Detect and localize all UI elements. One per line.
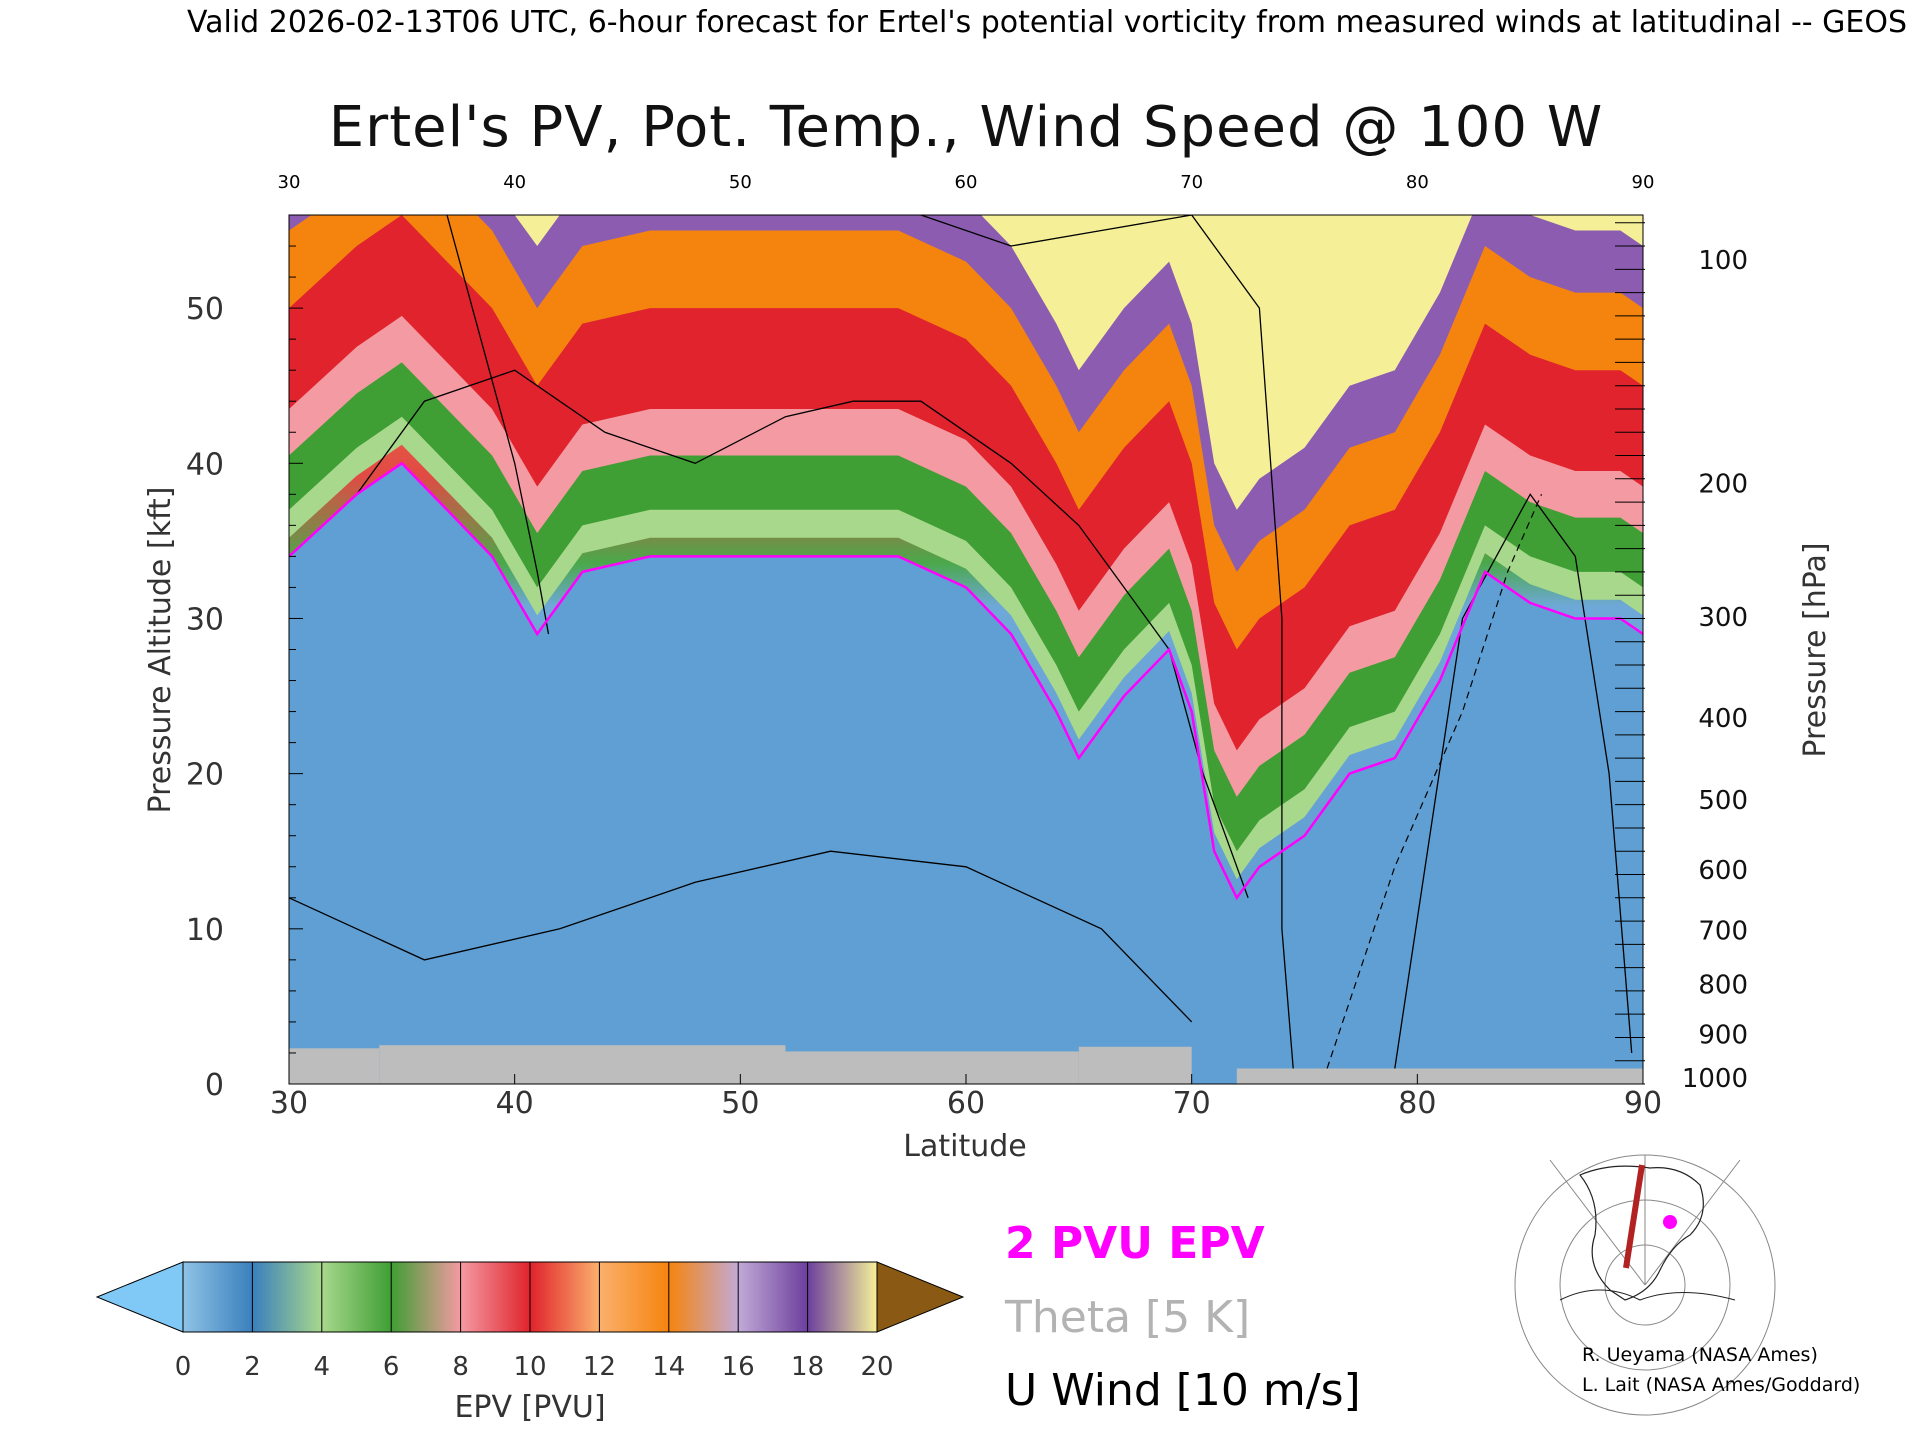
pressure-tick-label: 300: [1698, 603, 1748, 633]
right-axis-ticks: 100 200 300 400 500 600 700 800 900 1000: [1615, 222, 1748, 1094]
band-yellow: [514, 215, 1643, 510]
colorbar-tick-label: 16: [722, 1352, 755, 1382]
valid-time-header: Valid 2026-02-13T06 UTC, 6-hour forecast…: [187, 5, 1907, 40]
top-x-tick-label: 40: [503, 172, 526, 193]
pressure-tick-label: 500: [1698, 786, 1748, 816]
y-tick-label: 40: [186, 447, 224, 482]
credit-line-1: R. Ueyama (NASA Ames): [1582, 1344, 1818, 1366]
colorbar-tick-label: 8: [452, 1352, 469, 1382]
locator-map: [1514, 1154, 1776, 1416]
colorbar-under-triangle: [95, 1261, 184, 1333]
map-coastline: [1579, 1165, 1704, 1301]
u-wind-contour-line: [446, 215, 550, 635]
top-x-tick-label: 80: [1406, 172, 1429, 193]
x-tick-label: 50: [721, 1086, 759, 1121]
map-coastline: [1559, 1289, 1736, 1301]
colorbar-tick-label: 4: [314, 1352, 331, 1382]
y-tick-label: 0: [205, 1068, 224, 1103]
top-x-tick-label: 30: [278, 172, 301, 193]
pressure-tick-label: 1000: [1682, 1064, 1748, 1094]
u-wind-contour-line: [1326, 494, 1543, 1069]
map-location-marker: [1663, 1215, 1677, 1229]
legend-pv2: 2 PVU EPV: [1005, 1218, 1265, 1269]
pressure-tick-label: 800: [1698, 971, 1748, 1001]
x-tick-label: 90: [1624, 1086, 1662, 1121]
y-axis-label: Pressure Altitude [kft]: [143, 487, 178, 814]
band-troposphere-blue: [289, 463, 1643, 1084]
x-tick-label: 40: [496, 1086, 534, 1121]
colorbar-tick-label: 2: [244, 1352, 261, 1382]
u-wind-contours: [289, 215, 1633, 1069]
pressure-axis-label: Pressure [hPa]: [1798, 542, 1833, 757]
pressure-tick-label: 400: [1698, 704, 1748, 734]
colorbar-tick-label: 10: [513, 1352, 546, 1382]
y-tick-label: 20: [186, 758, 224, 793]
pressure-tick-label: 900: [1698, 1020, 1748, 1050]
pressure-tick-label: 600: [1698, 856, 1748, 886]
legend-u-wind: U Wind [10 m/s]: [1005, 1365, 1361, 1416]
y-tick-label: 10: [186, 913, 224, 948]
u-wind-contour-line: [920, 215, 1294, 1069]
colorbar-label: EPV [PVU]: [454, 1390, 605, 1425]
y-tick-label: 50: [186, 292, 224, 327]
chart-title: Ertel's PV, Pot. Temp., Wind Speed @ 100…: [329, 95, 1603, 160]
credit-line-2: L. Lait (NASA Ames/Goddard): [1582, 1374, 1860, 1396]
pv2-boundary-line: [289, 461, 1643, 901]
left-axis-ticks: 0 10 20 30 40 50: [186, 214, 303, 1103]
x-axis-label: Latitude: [903, 1129, 1026, 1164]
map-meridian: [1644, 1159, 1741, 1286]
terrain-block: [379, 1045, 786, 1084]
x-tick-label: 80: [1398, 1086, 1436, 1121]
colorbar-tick-label: 20: [860, 1352, 893, 1382]
top-x-tick-label: 60: [955, 172, 978, 193]
y-tick-label: 30: [186, 602, 224, 637]
colorbar-tick-label: 12: [583, 1352, 616, 1382]
u-wind-contour-line: [289, 850, 1193, 1023]
colorbar-tick-label: 6: [383, 1352, 400, 1382]
colorbar-tick-label: 18: [791, 1352, 824, 1382]
top-x-tick-label: 70: [1180, 172, 1203, 193]
terrain-mask: [289, 1045, 1643, 1084]
terrain-block: [289, 1048, 380, 1084]
x-tick-label: 60: [947, 1086, 985, 1121]
epv-colorbar: 0 2 4 6 8 10 12 14 16 18 20: [95, 1261, 965, 1382]
terrain-block: [1078, 1046, 1192, 1084]
epv-color-bands: [289, 215, 1643, 1084]
map-transect-line: [1623, 1164, 1645, 1269]
terrain-block: [785, 1051, 1079, 1084]
legend-theta: Theta [5 K]: [1004, 1292, 1250, 1343]
pressure-tick-label: 100: [1698, 246, 1748, 276]
colorbar-tick-label: 0: [175, 1352, 192, 1382]
u-wind-contour-line: [356, 369, 1249, 899]
x-tick-label: 70: [1173, 1086, 1211, 1121]
top-x-tick-label: 90: [1632, 172, 1655, 193]
colorbar-over-triangle: [876, 1261, 965, 1333]
colorbar-tick-label: 14: [652, 1352, 685, 1382]
top-x-tick-label: 50: [729, 172, 752, 193]
x-tick-label: 30: [270, 1086, 308, 1121]
bottom-axis-ticks: 30 40 50 60 70 80 90: [270, 1074, 1662, 1121]
plot-area: [289, 215, 1643, 1084]
terrain-block: [1236, 1068, 1643, 1084]
top-axis-ticks: 30 40 50 60 70 80 90: [278, 172, 1655, 193]
pressure-tick-label: 700: [1698, 916, 1748, 946]
contour-legend: 2 PVU EPV Theta [5 K] U Wind [10 m/s]: [1004, 1218, 1361, 1416]
u-wind-contour-line: [1394, 493, 1633, 1069]
pressure-tick-label: 200: [1698, 469, 1748, 499]
